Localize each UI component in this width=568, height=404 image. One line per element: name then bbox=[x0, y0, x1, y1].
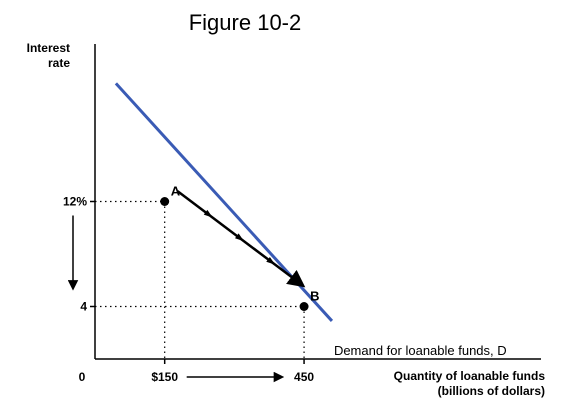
y-axis-label-line-2: rate bbox=[48, 56, 70, 70]
point-a bbox=[160, 197, 170, 206]
y-tick-label-4: 4 bbox=[80, 300, 87, 314]
x-axis-label-line-2: (billions of dollars) bbox=[438, 384, 545, 398]
ticks-layer: $150 450 12% 4 bbox=[63, 195, 314, 385]
origin-label: 0 bbox=[79, 370, 86, 384]
movement-arrow-chevron-2 bbox=[235, 233, 245, 242]
series-layer: Demand for loanable funds, D bbox=[114, 82, 507, 358]
x-tick-label-450: 450 bbox=[294, 370, 314, 384]
point-label-a: A bbox=[171, 184, 181, 199]
point-b bbox=[299, 302, 309, 311]
movement-arrow-chevron-3 bbox=[266, 256, 276, 265]
points-layer: AB bbox=[160, 184, 319, 311]
movement-arrow-chevron-1 bbox=[203, 209, 213, 218]
demand-curve bbox=[114, 82, 334, 322]
chart-title: Figure 10-2 bbox=[189, 10, 302, 35]
point-label-b: B bbox=[310, 289, 319, 304]
guide-lines bbox=[95, 200, 305, 359]
y-axis-label-line-1: Interest bbox=[27, 41, 70, 55]
axis-arrows-layer bbox=[67, 215, 285, 383]
y-tick-label-12: 12% bbox=[63, 195, 87, 209]
x-tick-label-150: $150 bbox=[151, 370, 178, 384]
demand-curve-label: Demand for loanable funds, D bbox=[334, 343, 507, 358]
x-axis-label-line-1: Quantity of loanable funds bbox=[394, 369, 546, 383]
movement-arrow-layer bbox=[176, 190, 306, 288]
